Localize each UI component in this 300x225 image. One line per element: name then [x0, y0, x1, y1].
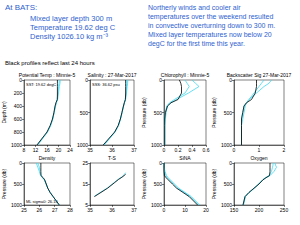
svg-text:600: 600 — [14, 116, 23, 122]
svg-text:0: 0 — [159, 160, 162, 166]
svg-text:0: 0 — [159, 77, 162, 83]
svg-text:Temperature 19.62 deg C: Temperature 19.62 deg C — [30, 23, 116, 32]
svg-text:1: 1 — [258, 147, 261, 153]
svg-text:Pressure (db): Pressure (db) — [141, 169, 147, 200]
svg-text:0.6: 0.6 — [203, 147, 210, 153]
svg-text:Chlorophyll : Minnie-5: Chlorophyll : Minnie-5 — [161, 72, 210, 78]
svg-text:37: 37 — [131, 207, 137, 213]
svg-text:1000: 1000 — [10, 202, 22, 208]
svg-text:Potential Temp : Minnie-5: Potential Temp : Minnie-5 — [19, 72, 76, 78]
svg-text:degC for the first time this y: degC for the first time this year. — [148, 40, 245, 48]
svg-text:in convective overturning down: in convective overturning down to 300 m. — [148, 22, 275, 30]
svg-text:0: 0 — [19, 77, 22, 83]
svg-text:SST: 19.62 degC: SST: 19.62 degC — [26, 82, 56, 87]
svg-text:temperatures over the weekend: temperatures over the weekend resulted — [148, 13, 273, 21]
svg-text:Backscatter Sig 27-Mar-2017: Backscatter Sig 27-Mar-2017 — [227, 72, 292, 78]
svg-text:250: 250 — [280, 207, 289, 213]
svg-text:0: 0 — [229, 77, 232, 83]
svg-text:24: 24 — [67, 147, 73, 153]
svg-text:Pressure (db): Pressure (db) — [211, 169, 217, 200]
svg-text:0: 0 — [233, 147, 236, 153]
svg-text:Oxygen: Oxygen — [250, 155, 267, 161]
svg-text:Mixed layer temperatures now b: Mixed layer temperatures now below 20 — [148, 31, 272, 39]
svg-text:SiNA: SiNA — [179, 155, 191, 161]
svg-text:400: 400 — [14, 103, 23, 109]
svg-text:28: 28 — [67, 207, 73, 213]
svg-text:150: 150 — [230, 207, 239, 213]
svg-text:16: 16 — [44, 147, 50, 153]
svg-text:1000: 1000 — [11, 142, 22, 148]
svg-text:2: 2 — [283, 147, 286, 153]
svg-text:Northerly winds and cooler air: Northerly winds and cooler air — [148, 4, 241, 12]
svg-text:0: 0 — [19, 160, 22, 166]
svg-text:25: 25 — [82, 160, 88, 166]
svg-text:20: 20 — [56, 147, 62, 153]
svg-text:0: 0 — [85, 77, 88, 83]
svg-text:0: 0 — [229, 160, 232, 166]
svg-text:Density: Density — [39, 155, 56, 161]
svg-text:800: 800 — [14, 129, 23, 135]
svg-text:200: 200 — [255, 207, 264, 213]
svg-text:15: 15 — [82, 181, 88, 187]
svg-text:Depth (m): Depth (m) — [1, 101, 7, 124]
svg-text:20: 20 — [203, 207, 209, 213]
svg-text:500: 500 — [154, 181, 163, 187]
svg-text:35: 35 — [87, 207, 93, 213]
svg-text:500: 500 — [154, 110, 163, 116]
svg-text:Salinity : 27-Mar-2017: Salinity : 27-Mar-2017 — [88, 72, 137, 78]
svg-text:T-S: T-S — [108, 155, 116, 161]
svg-text:5: 5 — [85, 202, 88, 208]
svg-text:36: 36 — [109, 147, 115, 153]
svg-text:0: 0 — [163, 207, 166, 213]
svg-text:Pressure (db): Pressure (db) — [1, 169, 7, 200]
svg-text:Pressure (db): Pressure (db) — [141, 97, 147, 128]
svg-text:ML sigma0: 26.10: ML sigma0: 26.10 — [26, 199, 58, 204]
svg-text:1000: 1000 — [220, 202, 232, 208]
svg-text:Mixed layer depth 300 m: Mixed layer depth 300 m — [30, 14, 112, 23]
svg-text:25: 25 — [21, 207, 27, 213]
svg-text:35: 35 — [87, 147, 93, 153]
svg-text:500: 500 — [224, 181, 233, 187]
svg-text:0: 0 — [163, 147, 166, 153]
svg-text:Density 1026.10 kg m⁻³: Density 1026.10 kg m⁻³ — [30, 32, 109, 41]
svg-text:27: 27 — [52, 207, 58, 213]
svg-text:12: 12 — [33, 147, 39, 153]
svg-text:At BATS:: At BATS: — [5, 3, 37, 12]
svg-text:500: 500 — [80, 110, 89, 116]
svg-text:SSS: 36.62 psu: SSS: 36.62 psu — [92, 82, 120, 87]
svg-text:1000: 1000 — [151, 202, 162, 208]
svg-text:8: 8 — [23, 147, 26, 153]
svg-text:26: 26 — [37, 207, 43, 213]
svg-text:500: 500 — [14, 181, 23, 187]
svg-text:10: 10 — [182, 207, 188, 213]
svg-text:36: 36 — [109, 207, 115, 213]
svg-text:Black profiles reflect last 24: Black profiles reflect last 24 hours — [5, 60, 95, 66]
svg-text:1000: 1000 — [221, 142, 232, 148]
svg-text:Pressure (db): Pressure (db) — [211, 97, 217, 128]
svg-text:1000: 1000 — [151, 142, 162, 148]
svg-text:37: 37 — [131, 147, 137, 153]
svg-text:200: 200 — [14, 90, 23, 96]
svg-text:500: 500 — [224, 110, 233, 116]
svg-text:0.4: 0.4 — [189, 147, 196, 153]
svg-text:0.2: 0.2 — [175, 147, 182, 153]
svg-text:1000: 1000 — [76, 142, 88, 148]
